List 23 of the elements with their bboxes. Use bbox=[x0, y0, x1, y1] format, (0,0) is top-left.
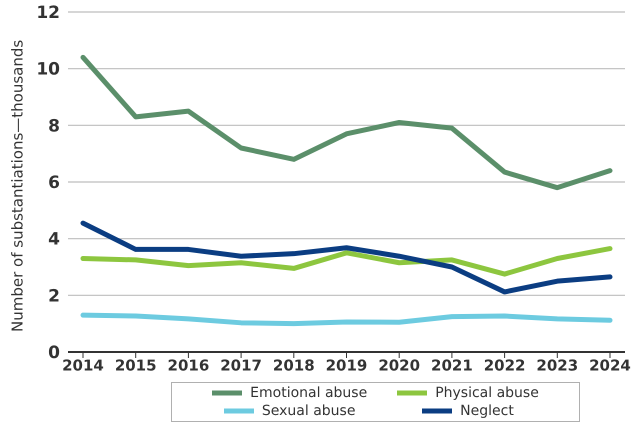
y-tick-label: 8 bbox=[48, 116, 60, 136]
y-axis-title: Number of substantiations—thousands bbox=[8, 40, 26, 332]
y-tick-label: 10 bbox=[36, 60, 60, 80]
legend-label: Neglect bbox=[460, 403, 514, 419]
x-tick-label: 2017 bbox=[220, 356, 262, 375]
legend-label: Sexual abuse bbox=[262, 403, 356, 419]
x-tick-label: 2022 bbox=[484, 356, 526, 375]
x-tick-label: 2020 bbox=[378, 356, 420, 375]
y-tick-label: 0 bbox=[48, 343, 60, 364]
legend-label: Emotional abuse bbox=[250, 385, 368, 401]
x-tick-label: 2019 bbox=[326, 356, 368, 375]
legend-label: Physical abuse bbox=[435, 385, 539, 401]
x-tick-label: 2023 bbox=[536, 356, 578, 375]
y-tick-label: 6 bbox=[48, 173, 60, 194]
y-tick-label: 12 bbox=[36, 3, 60, 24]
x-tick-label: 2021 bbox=[431, 356, 473, 375]
y-tick-label: 4 bbox=[48, 230, 60, 250]
x-tick-label: 2016 bbox=[168, 356, 210, 375]
x-tick-label: 2014 bbox=[62, 356, 104, 375]
x-tick-label: 2018 bbox=[272, 356, 315, 375]
y-tick-label: 2 bbox=[48, 286, 60, 306]
x-tick-label: 2024 bbox=[589, 356, 631, 375]
x-tick-label: 2015 bbox=[114, 356, 157, 375]
